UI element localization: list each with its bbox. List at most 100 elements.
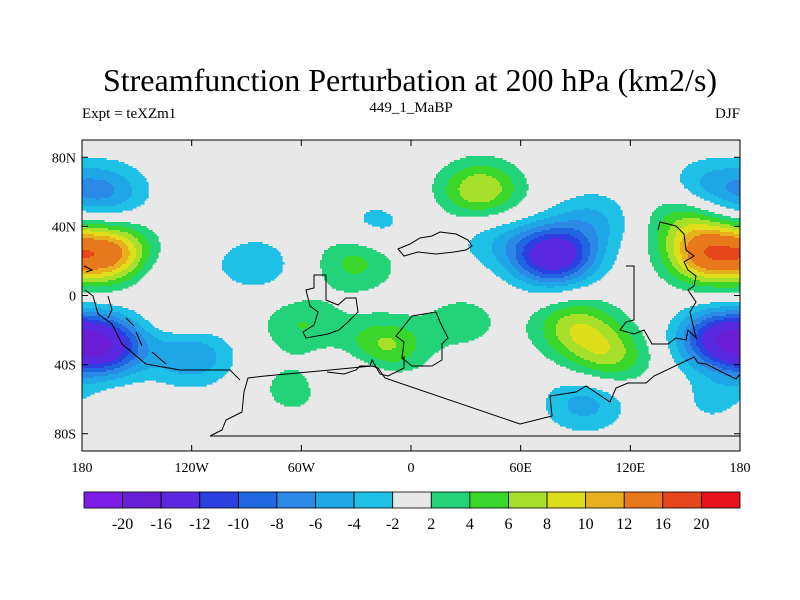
contour-band-cell: [120, 366, 133, 369]
colorbar-swatch: [83, 491, 123, 509]
contour-band-cell: [492, 244, 507, 247]
contour-band-cell: [504, 266, 515, 269]
contour-band-cell: [442, 206, 461, 209]
contour-band-cell: [364, 218, 393, 221]
contour-band-cell: [518, 226, 537, 229]
contour-band-cell: [574, 246, 583, 249]
contour-band-cell: [360, 358, 379, 361]
contour-band-cell: [694, 312, 711, 315]
contour-band-cell: [458, 188, 503, 191]
contour-band-cell: [582, 346, 611, 349]
contour-band-cell: [528, 242, 539, 245]
contour-band-cell: [82, 304, 113, 307]
contour-band-cell: [566, 366, 587, 369]
contour-band-cell: [108, 280, 127, 283]
contour-band-cell: [576, 342, 609, 345]
contour-band-cell: [370, 354, 413, 357]
contour-band-cell: [660, 222, 675, 225]
contour-band-cell: [570, 198, 611, 201]
contour-band-cell: [148, 256, 159, 259]
contour-band-cell: [456, 214, 489, 217]
contour-band-cell: [668, 328, 679, 331]
contour-band-cell: [666, 244, 675, 247]
contour-band-cell: [676, 332, 685, 335]
contour-band-cell: [526, 282, 577, 285]
contour-band-cell: [126, 178, 147, 181]
contour-band-cell: [710, 312, 740, 315]
contour-band-cell: [82, 232, 111, 235]
contour-band-cell: [534, 344, 551, 347]
contour-band-cell: [672, 224, 689, 227]
contour-band-cell: [694, 358, 703, 361]
run-label: 449_1_MaBP: [369, 100, 452, 116]
contour-band-cell: [660, 226, 671, 229]
contour-band-cell: [470, 246, 493, 249]
contour-band-cell: [680, 246, 687, 249]
colorbar-label: -12: [189, 516, 210, 533]
contour-band-cell: [82, 258, 121, 261]
contour-band-cell: [136, 356, 147, 359]
contour-band-cell: [682, 256, 689, 259]
contour-band-cell: [610, 344, 625, 347]
contour-band-cell: [598, 330, 615, 333]
contour-band-cell: [676, 256, 683, 259]
contour-band-cell: [494, 272, 511, 275]
contour-band-cell: [578, 264, 585, 267]
contour-band-cell: [130, 254, 137, 257]
contour-band-cell: [576, 362, 597, 365]
contour-band-cell: [546, 402, 569, 405]
contour-band-cell: [684, 344, 691, 347]
contour-band-cell: [364, 258, 389, 261]
contour-band-cell: [648, 224, 661, 227]
contour-band-cell: [320, 262, 343, 265]
contour-band-cell: [594, 226, 611, 229]
contour-band-cell: [158, 338, 223, 341]
contour-band-cell: [460, 194, 499, 197]
contour-band-cell: [132, 186, 149, 189]
contour-band-cell: [118, 372, 137, 375]
contour-band-cell: [94, 252, 123, 255]
contour-band-cell: [658, 240, 667, 243]
contour-band-cell: [638, 356, 651, 359]
contour-band-cell: [674, 250, 681, 253]
contour-band-cell: [690, 344, 697, 347]
contour-band-cell: [522, 252, 531, 255]
contour-band-cell: [582, 232, 597, 235]
contour-band-cell: [226, 254, 281, 257]
contour-band-cell: [148, 242, 161, 245]
contour-band-cell: [658, 274, 673, 277]
contour-band-cell: [524, 258, 533, 261]
contour-band-cell: [712, 316, 740, 319]
contour-band-cell: [216, 360, 233, 363]
contour-band-cell: [608, 222, 625, 225]
contour-band-cell: [568, 348, 587, 351]
contour-band-cell: [520, 232, 535, 235]
contour-band-cell: [670, 260, 679, 263]
contour-band-cell: [566, 266, 577, 269]
colorbar-swatch: [353, 491, 394, 509]
contour-band-cell: [588, 240, 599, 243]
contour-band-cell: [110, 348, 125, 351]
contour-band-cell: [556, 328, 571, 331]
contour-band-cell: [128, 256, 137, 259]
contour-band-cell: [650, 256, 661, 259]
contour-band-cell: [696, 404, 733, 407]
contour-band-cell: [666, 242, 675, 245]
contour-band-cell: [226, 272, 281, 275]
contour-band-cell: [82, 270, 113, 273]
contour-band-cell: [544, 224, 593, 227]
contour-band-cell: [114, 192, 133, 195]
contour-band-cell: [270, 318, 491, 321]
contour-band-cell: [576, 256, 583, 259]
contour-band-cell: [572, 336, 605, 339]
contour-band-cell: [606, 250, 619, 253]
contour-band-cell: [702, 326, 713, 329]
contour-band-cell: [658, 246, 667, 249]
contour-band-cell: [706, 254, 740, 257]
contour-band-cell: [120, 174, 143, 177]
contour-band-cell: [82, 244, 119, 247]
contour-band-cell: [714, 360, 727, 363]
contour-band-cell: [674, 244, 681, 247]
contour-band-cell: [720, 204, 740, 207]
contour-band-cell: [662, 260, 671, 263]
